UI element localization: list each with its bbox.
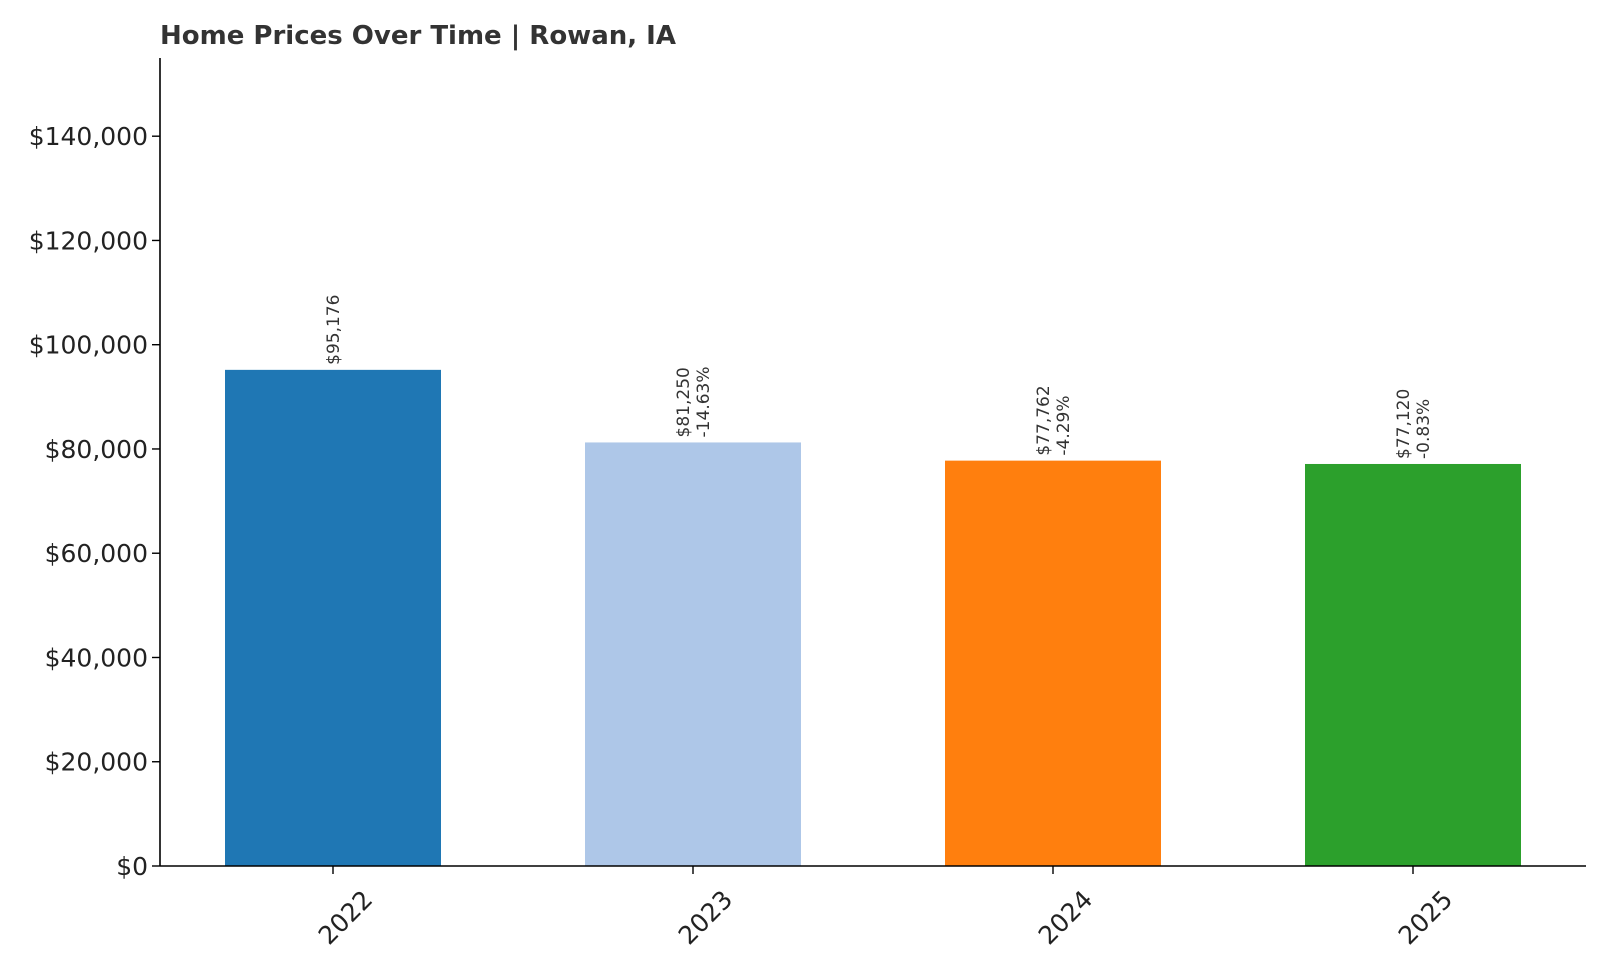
- bar-value-label: $81,250: [674, 367, 694, 437]
- bar-2025: [1305, 463, 1521, 866]
- bar-2022: [225, 369, 441, 866]
- x-tick-label: 2022: [313, 885, 378, 950]
- y-tick-label: $60,000: [45, 539, 148, 568]
- bar-2024: [945, 460, 1161, 866]
- x-tick-label: 2025: [1393, 885, 1458, 950]
- x-tick-label: 2023: [673, 885, 738, 950]
- x-axis: 2022 2023 2024 2025: [160, 865, 1586, 950]
- bar-value-label: $77,762: [1034, 385, 1054, 455]
- x-tick-label: 2024: [1033, 885, 1098, 950]
- y-tick-label: $140,000: [29, 122, 148, 151]
- y-tick-label: $80,000: [45, 435, 148, 464]
- y-tick-label: $120,000: [29, 226, 148, 255]
- y-axis: $0 $20,000 $40,000 $60,000 $80,000 $100,000 $1…: [29, 58, 161, 881]
- bar-change-label: -0.83%: [1414, 399, 1434, 459]
- y-tick-label: $40,000: [45, 643, 148, 672]
- bar-change-label: -4.29%: [1054, 395, 1074, 455]
- bars-group: [225, 369, 1521, 866]
- bar-value-label: $95,176: [324, 295, 344, 365]
- chart-title: Home Prices Over Time | Rowan, IA: [160, 21, 676, 51]
- bar-2023: [585, 442, 801, 866]
- y-tick-label: $100,000: [29, 331, 148, 360]
- y-tick-label: $0: [116, 852, 148, 881]
- bar-change-label: -14.63%: [694, 366, 714, 437]
- y-tick-label: $20,000: [45, 748, 148, 777]
- bar-value-label: $77,120: [1394, 389, 1414, 459]
- bar-labels-group: $95,176 $81,250 -14.63% $77,762 -4.29% $77,12…: [324, 295, 1434, 459]
